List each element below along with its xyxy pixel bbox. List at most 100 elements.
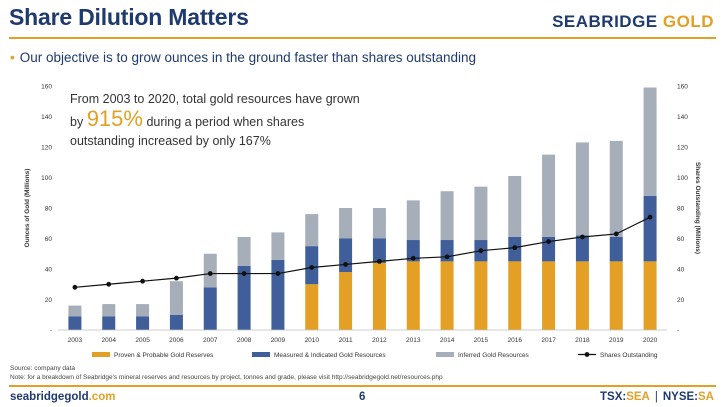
x-tick-label: 2004 [102,337,117,344]
bar-segment [237,265,251,330]
x-tick-label: 2012 [372,337,387,344]
bar-segment [372,208,386,239]
y-axis-label: Ounces of Gold (Millions) [24,169,31,248]
bar-segment [643,195,657,262]
y2-tick-label: 120 [677,145,688,152]
y-tick-label: 20 [45,297,53,304]
header-divider [9,37,716,39]
y2-tick-label: 80 [677,206,685,213]
legend-swatch [252,352,270,357]
y-tick-label: 160 [41,84,52,91]
legend-label: Proven & Probable Gold Reserves [114,352,214,359]
y-tick-label: 60 [45,236,53,243]
nyse-symbol: SA [698,391,714,403]
shares-point [512,245,518,251]
x-tick-label: 2007 [203,337,218,344]
shares-point [377,258,382,264]
x-tick-label: 2014 [440,337,455,344]
bar-segment [372,238,386,263]
shares-point [72,284,78,290]
x-tick-label: 2019 [609,337,624,344]
bar-segment [609,261,623,330]
bar-segment [271,232,285,260]
y2-tick-label: 100 [677,175,688,182]
brand-name: SEABRIDGE [552,12,658,31]
website-tld: .com [88,391,116,403]
y2-tick-label: 20 [677,297,685,304]
x-tick-label: 2017 [541,337,556,344]
bar-segment [203,253,217,288]
bullet-dot-icon: • [10,50,15,65]
bar-segment [271,259,285,330]
bar-segment [68,305,82,317]
bar-segment [406,200,420,241]
annotation-highlight: 915% [86,106,143,131]
bar-segment [372,262,386,330]
bar-segment [575,142,589,236]
source-text: Source: company data [10,365,76,372]
objective-text: Our objective is to grow ounces in the g… [19,50,477,65]
bar-segment [305,214,319,247]
shares-point [478,248,484,254]
annotation-prefix: by [70,115,84,129]
annotation-line-2: by 915% during a period when shares [70,106,360,132]
bar-segment [169,314,183,330]
chart-annotation: From 2003 to 2020, total gold resources … [70,90,360,151]
objective-bullet: • Our objective is to grow ounces in the … [10,50,476,65]
bar-segment [508,261,522,330]
y2-axis-label: Shares Outstanding (Millions) [694,162,701,254]
stock-tickers: TSX:SEA | NYSE:SA [600,391,714,403]
x-tick-label: 2011 [339,337,353,344]
nyse-label: NYSE: [662,391,699,403]
shares-point [580,234,585,240]
bar-segment [643,87,657,196]
y2-tick-label: - [677,328,679,335]
bar-segment [575,235,589,262]
bar-segment [440,191,454,241]
y-tick-label: 80 [45,206,53,213]
legend-marker [584,352,590,357]
y-tick-label: 120 [41,145,52,152]
page-title: Share Dilution Matters [9,4,249,30]
legend-label: Shares Outstanding [600,352,658,359]
x-tick-label: 2020 [643,337,658,344]
bar-segment [237,236,251,266]
x-tick-label: 2006 [169,337,184,344]
y-tick-label: 40 [45,267,53,274]
note-text: Note: for a breakdown of Seabridge's min… [10,374,443,381]
y2-tick-label: 40 [677,267,685,274]
website-link[interactable]: seabridgegold.com [10,391,115,403]
bar-segment [339,238,353,273]
bar-segment [102,316,116,330]
brand-logo: SEABRIDGE GOLD [552,12,714,32]
x-tick-label: 2018 [575,337,590,344]
ticker-separator: | [654,391,658,403]
bar-segment [440,261,454,330]
bar-segment [474,261,488,330]
x-tick-label: 2005 [135,337,150,344]
x-tick-label: 2010 [305,337,320,344]
legend-label: Inferred Gold Resources [458,352,530,359]
x-tick-label: 2015 [474,337,489,344]
legend-label: Measured & Indicated Gold Resources [274,352,386,359]
bar-segment [575,261,589,330]
y2-tick-label: 60 [677,236,685,243]
bar-segment [305,284,319,330]
x-tick-label: 2008 [237,337,252,344]
shares-line [74,216,651,288]
bar-segment [406,240,420,262]
shares-point [546,239,551,244]
x-tick-label: 2013 [406,337,421,344]
bar-segment [203,287,217,330]
page-number: 6 [359,391,366,403]
shares-point [174,275,179,281]
bar-segment [643,261,657,330]
brand-name-accent: GOLD [662,12,714,31]
bar-segment [542,261,556,330]
source-note: Source: company data Note: for a breakdo… [10,364,443,382]
bar-segment [542,236,556,262]
shares-point [207,271,213,276]
website-domain: seabridgegold [10,391,89,403]
footer-divider [9,385,716,387]
bar-segment [609,140,623,237]
